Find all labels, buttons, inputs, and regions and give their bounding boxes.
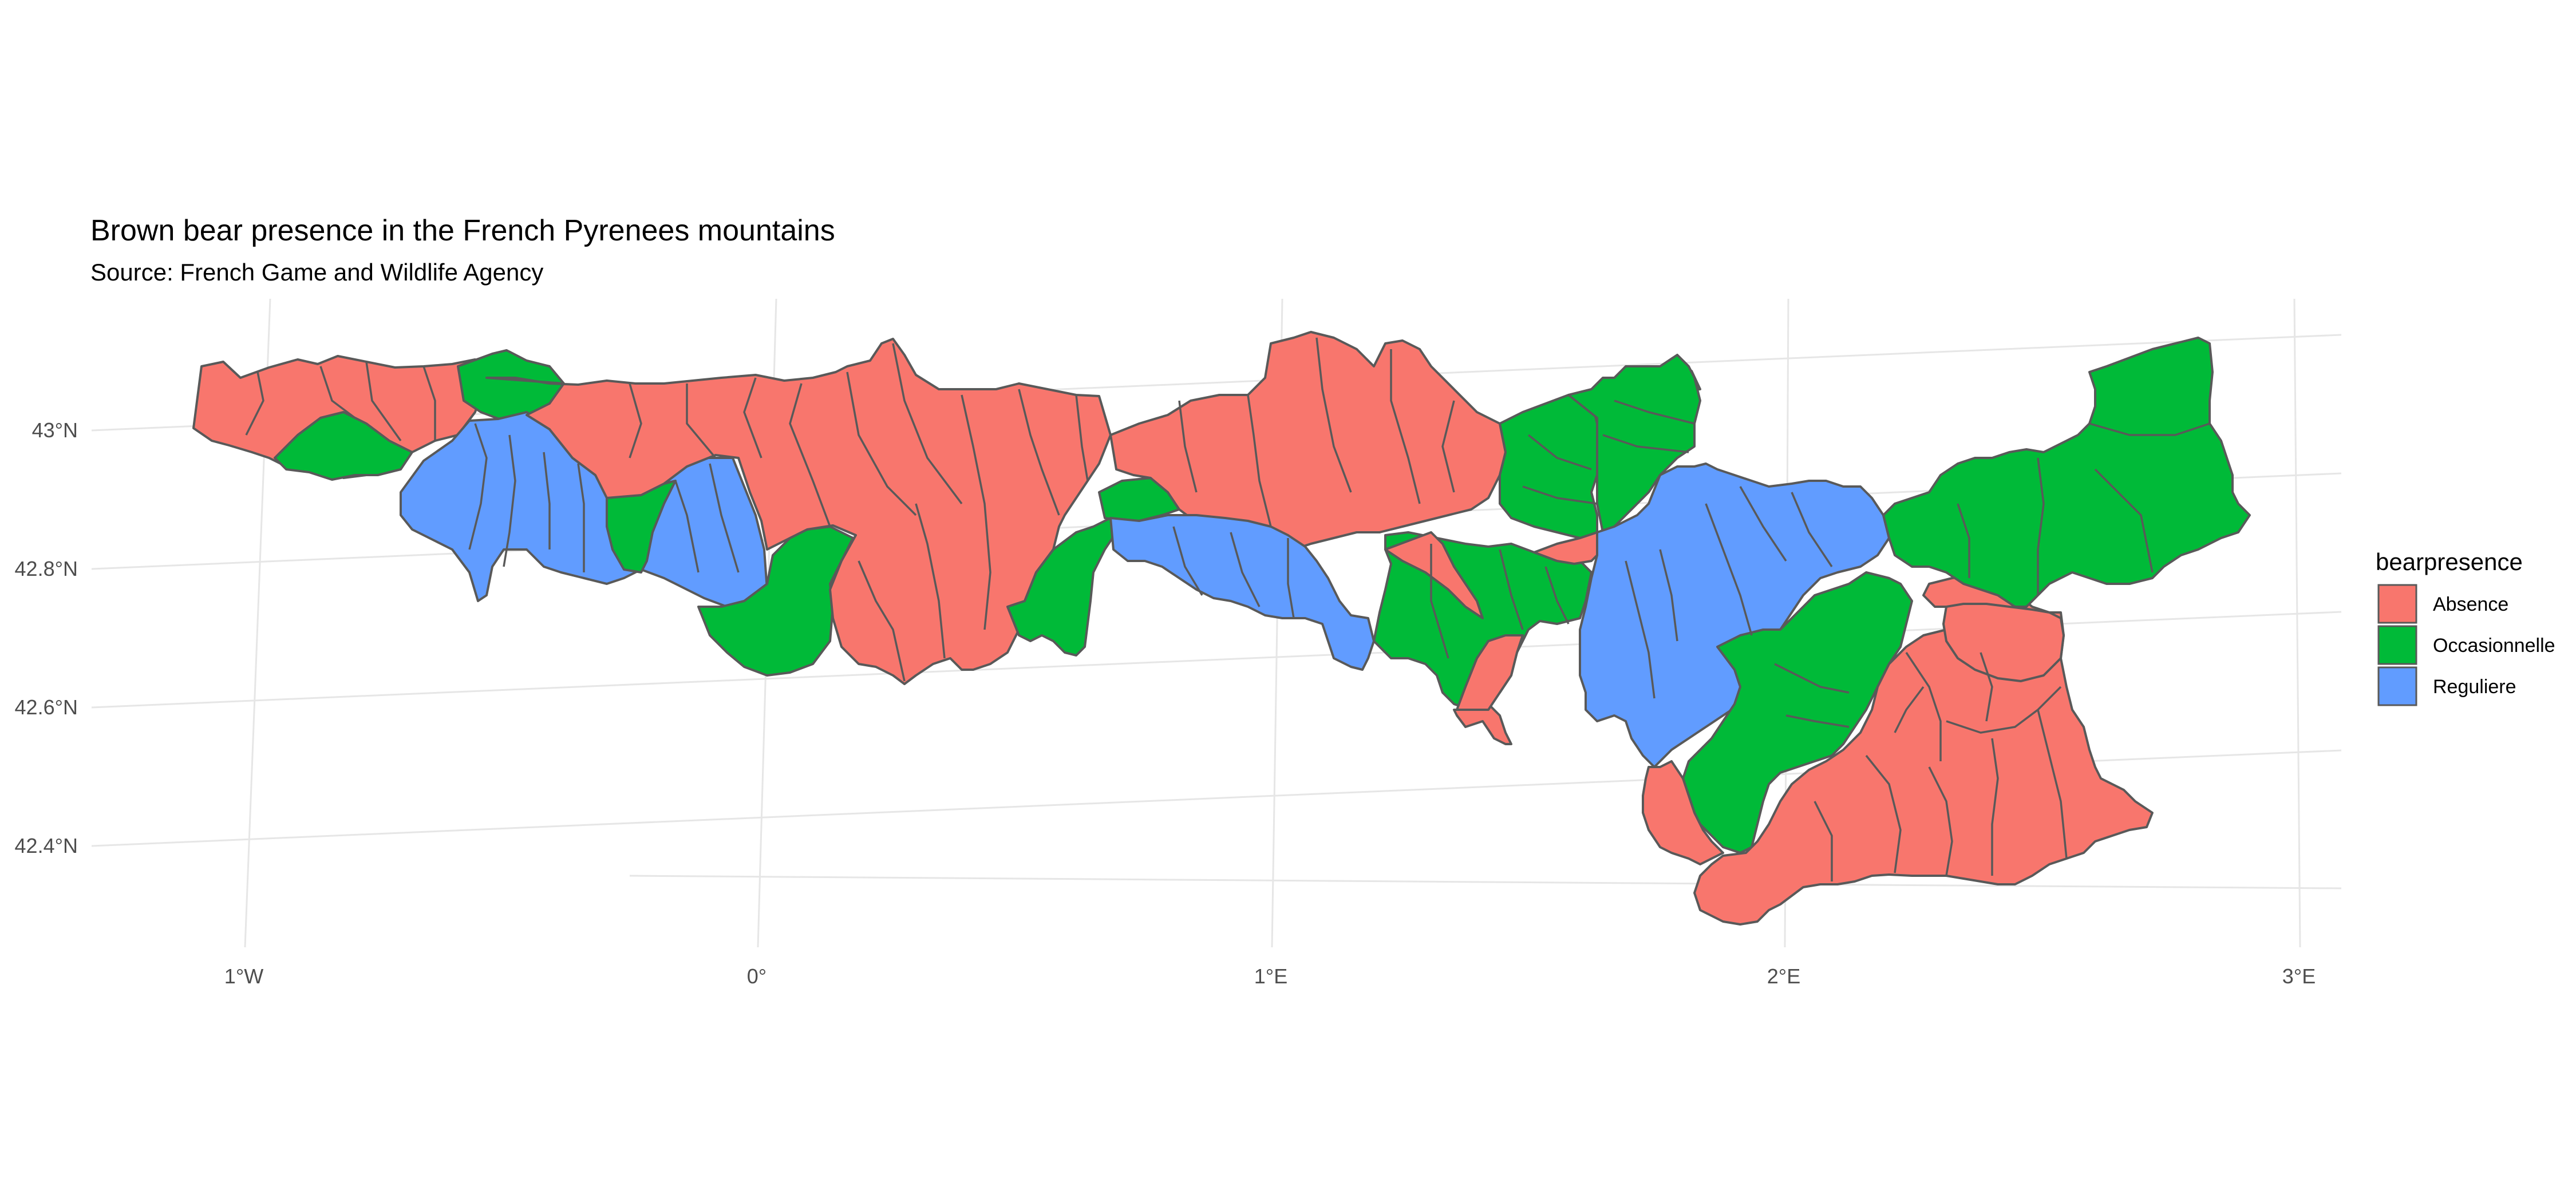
- legend-key-occasionnelle: [2377, 625, 2417, 665]
- border-line: [1230, 532, 1261, 607]
- lon-axis: 1°W 0° 1°E 2°E 3°E: [224, 964, 2316, 988]
- border-line: [1287, 538, 1295, 619]
- lon-tick-label: 2°E: [1767, 964, 1800, 988]
- border-line: [1946, 686, 2062, 734]
- border-line: [1178, 400, 1198, 493]
- lon-tick-label: 0°: [747, 964, 767, 988]
- border-line: [915, 503, 946, 659]
- region-occasional-east-central: [1682, 571, 1913, 854]
- border-line: [789, 383, 831, 527]
- border-line: [1739, 486, 1787, 562]
- map-subtitle: Source: French Game and Wildlife Agency: [90, 259, 543, 286]
- border-line: [1315, 337, 1352, 493]
- border-line: [858, 560, 906, 682]
- lat-axis: 43°N 42.8°N 42.6°N 42.4°N: [15, 418, 78, 857]
- border-line: [577, 463, 585, 572]
- border-line: [1814, 801, 1833, 881]
- border-line: [629, 383, 642, 458]
- region-occasional-couserans: [1373, 531, 1593, 711]
- border-line: [1905, 652, 1942, 761]
- border-line: [1991, 738, 1999, 876]
- border-line: [1791, 492, 1833, 567]
- border-line: [1625, 560, 1656, 699]
- lat-tick-label: 42.4°N: [15, 834, 78, 857]
- border-line: [1980, 652, 1993, 722]
- border-line: [1614, 400, 1695, 425]
- legend-title: bearpresence: [2376, 548, 2523, 575]
- region-regular-ariege: [1579, 462, 1890, 768]
- border-line: [468, 423, 488, 550]
- legend-label-absence: Absence: [2433, 594, 2508, 615]
- pyrenees-regions: [192, 331, 2251, 926]
- border-line: [846, 371, 917, 516]
- region-absence-south-pocket: [1642, 760, 1724, 865]
- lat-tick-label: 42.8°N: [15, 557, 78, 580]
- border-line: [365, 361, 402, 442]
- border-line: [743, 377, 762, 458]
- border-line: [1018, 389, 1060, 516]
- region-absence-couserans-3: [1456, 634, 1524, 711]
- border-line: [245, 371, 264, 436]
- border-line: [1544, 566, 1570, 624]
- parallel-42-3n-edge: [629, 875, 2342, 889]
- border-line: [961, 394, 991, 630]
- border-line: [1785, 714, 1850, 728]
- border-line: [686, 383, 717, 459]
- border-line: [2094, 468, 2154, 573]
- border-line: [709, 463, 740, 573]
- lon-tick-label: 3°E: [2282, 964, 2316, 988]
- legend-key-absence: [2377, 584, 2417, 624]
- region-regular-central: [1109, 514, 1375, 671]
- border-line: [1075, 394, 1089, 481]
- border-line: [2089, 422, 2210, 436]
- border-line: [422, 366, 436, 441]
- border-line: [1705, 503, 1753, 636]
- border-line: [892, 343, 963, 505]
- border-line: [503, 434, 516, 567]
- legend-label-occasionnelle: Occasionnelle: [2433, 635, 2555, 657]
- border-line: [1865, 754, 1902, 873]
- map-title: Brown bear presence in the French Pyrene…: [90, 214, 835, 247]
- border-line: [1928, 766, 1953, 876]
- region-borders: [245, 337, 2210, 881]
- border-line: [1522, 485, 1598, 505]
- region-occasional-northeast: [1882, 337, 2251, 608]
- lat-tick-label: 43°N: [32, 418, 78, 442]
- lon-tick-label: 1°W: [224, 964, 263, 988]
- border-line: [1390, 349, 1421, 504]
- border-line: [1894, 686, 1925, 733]
- border-line: [1774, 663, 1850, 694]
- lon-tick-label: 1°E: [1254, 964, 1287, 988]
- border-line: [1659, 549, 1678, 642]
- border-line: [1499, 549, 1524, 630]
- legend-key-reguliere: [2377, 666, 2417, 706]
- border-line: [1247, 394, 1272, 527]
- lat-tick-label: 42.6°N: [15, 695, 78, 719]
- border-line: [674, 480, 700, 573]
- border-line: [319, 366, 356, 419]
- meridian-3e: [2293, 298, 2301, 948]
- legend: bearpresence Absence Occasionnelle Regul…: [2376, 548, 2555, 706]
- border-line: [1441, 400, 1455, 493]
- region-absence-east-1: [1942, 603, 2065, 682]
- border-line: [2037, 709, 2068, 859]
- border-line: [1172, 526, 1203, 596]
- border-line: [543, 452, 551, 549]
- region-occasional-central-1: [1006, 517, 1123, 657]
- border-line: [1602, 434, 1689, 453]
- region-occasional-west-1: [274, 411, 413, 481]
- border-line: [1430, 544, 1449, 659]
- region-absence-couserans-1: [1384, 531, 1484, 619]
- border-line: [1957, 503, 1970, 578]
- border-line: [1527, 434, 1592, 470]
- border-line: [2037, 457, 2045, 595]
- legend-label-reguliere: Reguliere: [2433, 676, 2516, 698]
